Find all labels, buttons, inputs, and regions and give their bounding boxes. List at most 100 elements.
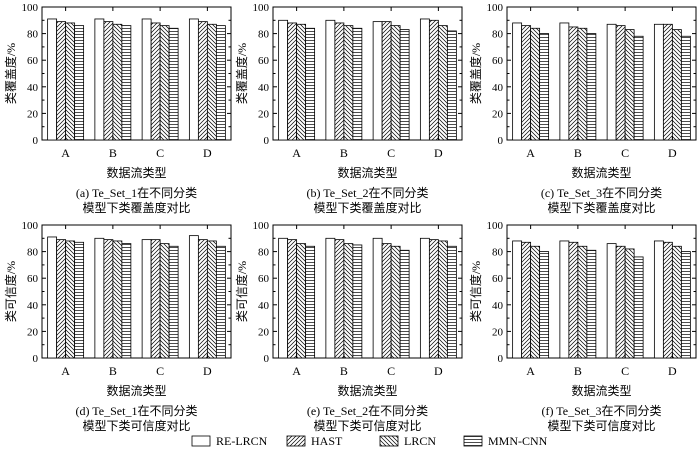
bar-C-lrcn — [390, 245, 401, 359]
bar-B-lrcn — [112, 23, 123, 141]
bar-A-re-lrcn — [47, 236, 58, 359]
bar-C-re-lrcn — [606, 23, 617, 141]
bar-A-lrcn — [65, 22, 76, 141]
bar-A-hast — [287, 239, 298, 359]
bar-D-mmn-cnn — [680, 251, 691, 359]
y-tick-label: 20 — [258, 108, 270, 120]
panel-caption-line1: (c) Te_Set_3在不同分类 — [541, 186, 662, 200]
legend-swatch — [463, 435, 483, 447]
y-axis-label: 类覆盖度/% — [3, 43, 18, 104]
x-axis-label: 数据流类型 — [106, 165, 166, 180]
bar-C-hast — [615, 25, 626, 141]
bar-C-hast — [150, 22, 161, 141]
x-category-label: D — [434, 146, 443, 160]
legend-label: LRCN — [404, 434, 436, 448]
bar-D-hast — [428, 239, 439, 359]
bar-D-mmn-cnn — [446, 30, 457, 141]
panel-caption-line2: 模型下类可信度对比 — [82, 418, 190, 433]
bar-C-lrcn — [159, 25, 170, 141]
x-category-label: C — [156, 146, 164, 160]
bar-B-mmn-cnn — [586, 249, 597, 359]
bar-D-re-lrcn — [419, 237, 430, 359]
x-category-label: A — [61, 364, 70, 378]
bar-D-hast — [197, 21, 208, 141]
legend-swatch — [286, 435, 306, 447]
bar-A-mmn-cnn — [305, 245, 316, 359]
x-category-label: B — [574, 364, 582, 378]
bar-C-mmn-cnn — [633, 256, 644, 359]
bar-A-mmn-cnn — [305, 27, 316, 141]
bar-B-lrcn — [577, 245, 588, 359]
y-tick-label: 20 — [492, 108, 504, 120]
bar-A-hast — [56, 21, 67, 141]
panel-caption-line2: 模型下类覆盖度对比 — [82, 200, 190, 215]
bar-A-hast — [287, 22, 298, 141]
y-tick-label: 100 — [487, 220, 504, 232]
y-tick-label: 0 — [264, 353, 270, 365]
y-tick-label: 40 — [492, 300, 504, 312]
bar-A-lrcn — [530, 27, 541, 141]
y-tick-label: 60 — [258, 273, 270, 285]
legend: RE-LRCN HAST LRCN MMN-CNN — [191, 434, 548, 448]
bar-A-lrcn — [530, 245, 541, 359]
chart-panel-f: 0 20 40 60 80 100 A B C D 数据流类型 类可信度/% (f) Te_Set_3在… — [468, 220, 697, 433]
bar-C-hast — [150, 239, 161, 359]
y-tick-label: 40 — [27, 300, 39, 312]
bar-C-lrcn — [624, 29, 635, 141]
legend-item-mmn-cnn: MMN-CNN — [463, 434, 548, 448]
bar-D-lrcn — [206, 240, 217, 359]
bar-A-hast — [521, 241, 532, 359]
x-category-label: D — [668, 146, 677, 160]
bar-D-lrcn — [671, 29, 682, 141]
y-tick-label: 20 — [27, 326, 39, 338]
bar-C-mmn-cnn — [399, 29, 410, 141]
panel-caption-line1: (d) Te_Set_1在不同分类 — [76, 404, 198, 418]
bar-C-re-lrcn — [372, 237, 383, 359]
y-axis-label: 类覆盖度/% — [468, 43, 483, 104]
bar-C-hast — [381, 21, 392, 141]
y-tick-label: 0 — [498, 353, 504, 365]
panel-caption-line1: (b) Te_Set_2在不同分类 — [307, 186, 429, 200]
y-tick-label: 80 — [258, 29, 270, 41]
legend-item-lrcn: LRCN — [379, 434, 436, 448]
bar-B-mmn-cnn — [121, 25, 132, 141]
y-axis-label: 类可信度/% — [234, 261, 249, 322]
bar-D-lrcn — [437, 25, 448, 141]
bar-D-lrcn — [206, 23, 217, 141]
bar-C-mmn-cnn — [399, 249, 410, 359]
bar-A-mmn-cnn — [74, 241, 85, 359]
legend-swatch — [379, 435, 399, 447]
panel-caption-line1: (e) Te_Set_2在不同分类 — [307, 404, 428, 418]
y-tick-label: 60 — [27, 273, 39, 285]
x-category-label: C — [156, 364, 164, 378]
x-category-label: B — [574, 146, 582, 160]
x-category-label: B — [340, 146, 348, 160]
x-category-label: B — [109, 146, 117, 160]
y-tick-label: 80 — [27, 29, 39, 41]
bar-C-hast — [615, 245, 626, 359]
y-tick-label: 80 — [492, 247, 504, 259]
bar-A-mmn-cnn — [74, 25, 85, 141]
bar-B-mmn-cnn — [121, 243, 132, 359]
bar-A-lrcn — [296, 23, 307, 141]
bar-C-re-lrcn — [606, 243, 617, 359]
y-tick-label: 0 — [264, 135, 270, 147]
x-category-label: C — [387, 146, 395, 160]
bar-B-hast — [103, 239, 114, 359]
bar-B-lrcn — [112, 240, 123, 359]
legend-label: HAST — [311, 434, 343, 448]
bar-D-re-lrcn — [653, 23, 664, 141]
bar-B-lrcn — [343, 243, 354, 359]
bar-A-hast — [56, 239, 67, 359]
bar-C-hast — [381, 243, 392, 359]
panel-caption-line2: 模型下类可信度对比 — [547, 418, 655, 433]
x-category-label: B — [109, 364, 117, 378]
x-category-label: A — [61, 146, 70, 160]
x-category-label: D — [668, 364, 677, 378]
y-tick-label: 100 — [253, 2, 270, 14]
bar-D-mmn-cnn — [680, 35, 691, 141]
panel-caption-line2: 模型下类覆盖度对比 — [547, 200, 655, 215]
bar-A-hast — [521, 25, 532, 141]
y-axis-label: 类可信度/% — [3, 261, 18, 322]
y-tick-label: 60 — [492, 55, 504, 67]
